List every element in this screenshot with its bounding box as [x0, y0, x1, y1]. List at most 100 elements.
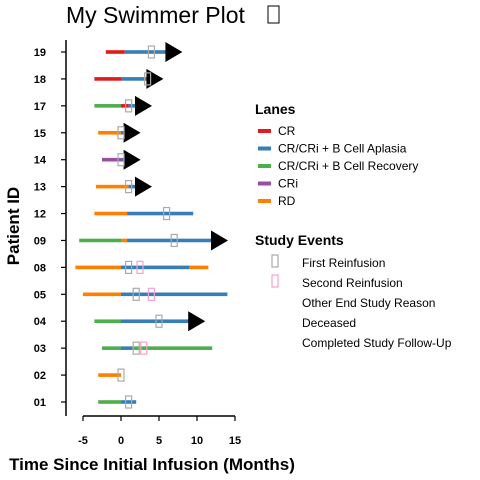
legend-event-icon — [271, 254, 279, 268]
ongoing-arrow — [146, 68, 164, 89]
lane-segment — [128, 184, 137, 189]
lane-segment — [102, 346, 121, 350]
event-marker — [124, 260, 133, 274]
y-tick-label: 05 — [34, 289, 46, 301]
lanes-legend-title: Lanes — [255, 101, 296, 117]
lane-segment — [127, 211, 194, 216]
y-tick-label: 17 — [34, 101, 46, 113]
ongoing-arrow — [165, 42, 183, 62]
missing-glyph-box-icon — [267, 5, 280, 24]
y-axis-title: Patient ID — [4, 187, 23, 265]
lane-segment — [121, 130, 125, 135]
lane-segment — [121, 104, 129, 108]
x-tick-label: 5 — [156, 435, 162, 447]
y-tick-label: 14 — [34, 155, 47, 167]
lane-segment — [102, 157, 121, 162]
lane-segment — [98, 373, 121, 377]
event-marker — [140, 341, 148, 355]
lane-segment — [94, 104, 121, 108]
y-tick-label: 04 — [34, 316, 47, 328]
lane-segment — [132, 346, 213, 350]
y-tick-label: 02 — [34, 370, 46, 382]
lane-segment — [121, 292, 228, 297]
lane-segment — [121, 400, 137, 404]
legend-event-icon — [271, 274, 279, 288]
legend-label: First Reinfusion — [302, 256, 385, 270]
lane-segment — [94, 211, 128, 216]
event-marker — [136, 260, 144, 274]
legend-label: CR/CRi + B Cell Recovery — [278, 159, 418, 173]
y-tick-label: 19 — [34, 47, 46, 59]
y-tick-label: 08 — [34, 262, 46, 274]
ongoing-arrow — [135, 95, 152, 116]
y-tick-label: 01 — [34, 397, 46, 409]
y-tick-label: 18 — [34, 74, 46, 86]
ongoing-arrow — [211, 230, 228, 251]
event-marker — [124, 395, 133, 409]
legend-label: CR/CRi + B Cell Aplasia — [278, 142, 407, 156]
event-marker — [144, 72, 152, 86]
event-marker — [124, 180, 133, 194]
lane-segment — [95, 184, 129, 189]
lane-segment — [121, 77, 148, 81]
lane-segment — [121, 157, 125, 162]
event-marker — [117, 368, 125, 382]
ongoing-arrow — [135, 176, 152, 197]
lane-segment — [105, 50, 125, 54]
lane-segment — [98, 400, 121, 404]
lane-segment — [121, 238, 128, 243]
y-tick-label: 03 — [34, 343, 46, 355]
x-tick-label: 10 — [191, 435, 203, 447]
lane-segment — [94, 77, 121, 81]
event-marker — [155, 314, 163, 328]
event-marker — [170, 233, 178, 248]
lane-segment — [189, 265, 209, 270]
lane-segment — [127, 238, 213, 243]
lane-segment — [124, 50, 167, 54]
lane-segment — [128, 104, 137, 108]
lane-segment — [79, 238, 121, 243]
events-legend-title: Study Events — [255, 232, 344, 248]
lane-segment — [83, 292, 121, 297]
y-tick-label: 12 — [34, 209, 46, 221]
y-tick-label: 13 — [34, 182, 46, 194]
legend-swatch — [258, 164, 271, 168]
event-marker — [117, 153, 125, 167]
legend-label: CRi — [278, 177, 298, 191]
x-tick-label: 15 — [229, 435, 241, 447]
lane-segment — [121, 319, 190, 324]
legend-label: Completed Study Follow-Up — [302, 336, 452, 350]
ongoing-arrow — [123, 149, 141, 170]
x-tick-label: -5 — [78, 435, 88, 447]
x-axis-title: Time Since Initial Infusion (Months) — [9, 455, 295, 474]
lane-segment — [98, 130, 121, 135]
ongoing-arrow — [188, 311, 206, 332]
event-marker — [147, 45, 155, 59]
lane-segment — [75, 265, 121, 270]
ongoing-arrow — [123, 122, 141, 143]
legend-label: RD — [278, 194, 296, 208]
x-tick-label: 0 — [118, 435, 124, 447]
legend-swatch — [258, 181, 271, 186]
y-tick-label: 09 — [34, 235, 46, 247]
legend-swatch — [258, 129, 271, 133]
event-marker — [147, 287, 155, 301]
event-marker — [163, 206, 171, 221]
legend-label: Other End Study Reason — [302, 296, 435, 310]
legend-label: Second Reinfusion — [302, 276, 403, 290]
legend-label: CR — [278, 124, 296, 138]
y-tick-label: 15 — [34, 128, 46, 140]
event-marker — [132, 287, 140, 301]
event-marker — [124, 99, 133, 113]
legend-label: Deceased — [302, 316, 356, 330]
event-marker — [132, 341, 140, 355]
lane-segment — [121, 346, 133, 350]
lanes-legend: CR CR/CRi + B Cell Aplasia CR/CRi + B Cell… — [258, 124, 418, 208]
lane-segment — [121, 265, 190, 270]
legend: Lanes CR CR/CRi + B Cell Aplasia CR/CRi + … — [255, 101, 452, 350]
legend-swatch — [258, 199, 271, 203]
lane-segment — [94, 319, 121, 324]
event-marker — [117, 126, 125, 140]
